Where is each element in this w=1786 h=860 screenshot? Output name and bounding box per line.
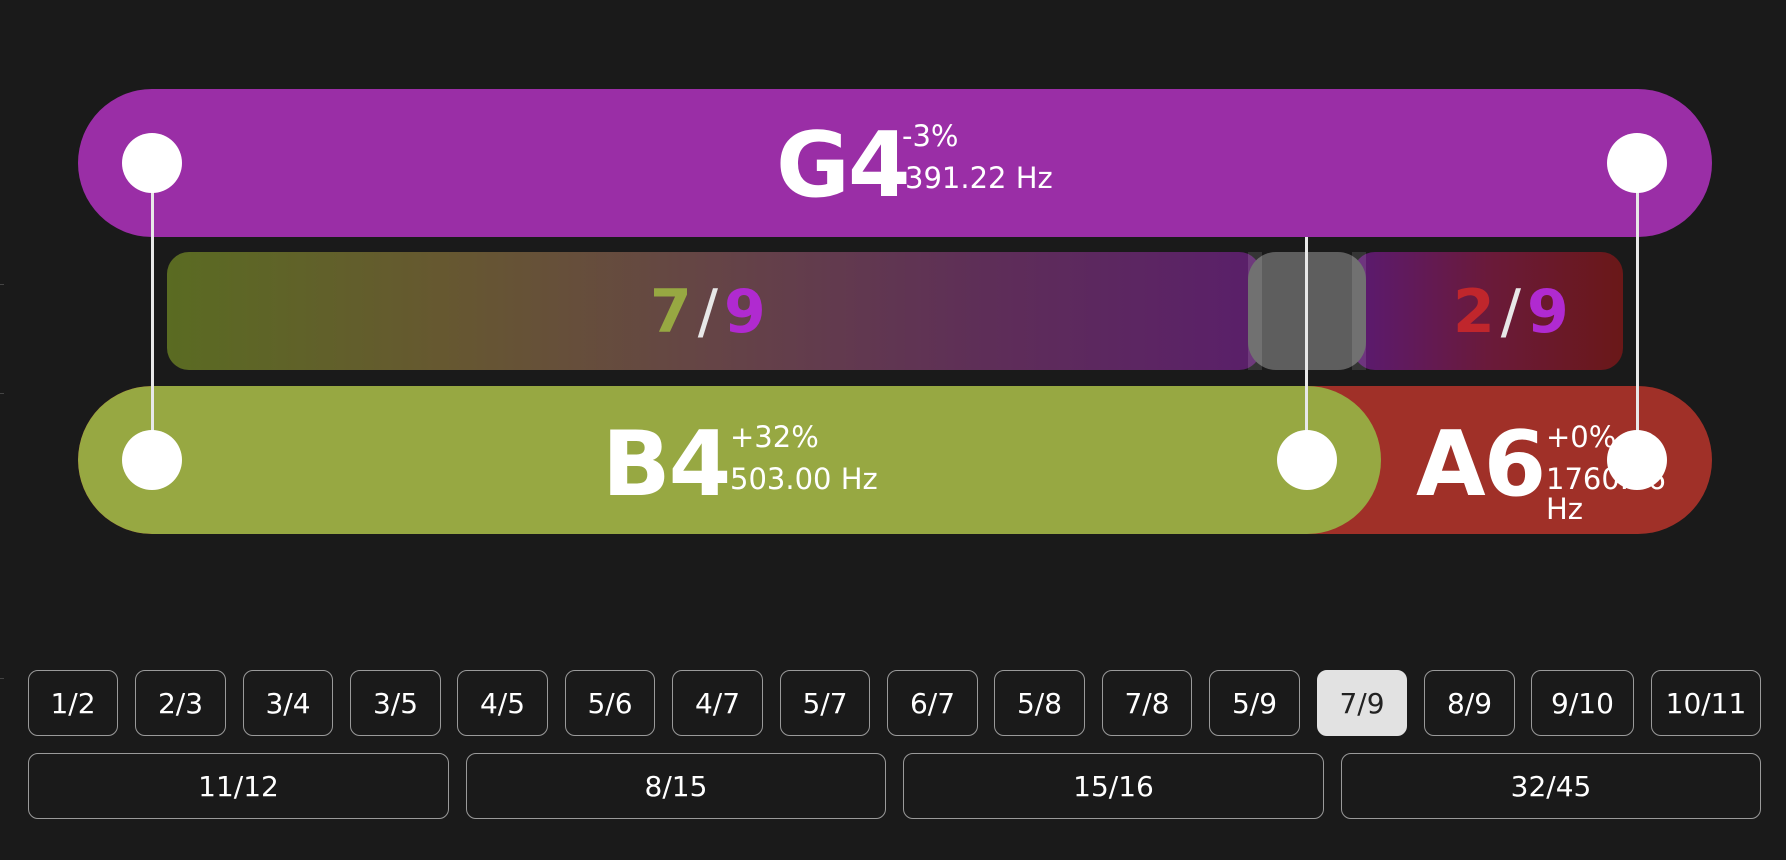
connector-line-middle [1305,237,1308,460]
ratio-button-5-6[interactable]: 5/6 [565,670,655,736]
ratio-button-32-45[interactable]: 32/45 [1341,753,1761,819]
top-right-handle[interactable] [1607,133,1667,193]
ratio-button-1-2[interactable]: 1/2 [28,670,118,736]
edge-tick [0,678,4,679]
b4-note-deviation: +32% [730,420,819,454]
edge-tick [0,393,4,394]
bottom-left-handle[interactable] [122,430,182,490]
ratio-label-right: 2/9 [1453,282,1569,342]
ratio-button-5-9[interactable]: 5/9 [1209,670,1300,736]
top-note-deviation: -3% [902,119,959,153]
top-note-frequency: 391.22 Hz [905,161,1053,195]
divider-edge [1352,252,1366,370]
ratio-button-15-16[interactable]: 15/16 [903,753,1324,819]
top-note-pill[interactable]: G4 -3% 391.22 Hz [78,89,1712,237]
connector-line-right [1636,163,1639,460]
connector-line-left [151,163,154,460]
ratio-button-3-4[interactable]: 3/4 [243,670,333,736]
a6-note-deviation: +0% [1546,420,1617,454]
ratio-denominator: 9 [723,277,766,347]
top-note-name: G4 [776,113,910,218]
ratio-button-8-15[interactable]: 8/15 [466,753,886,819]
ratio-button-10-11[interactable]: 10/11 [1651,670,1761,736]
ratio-button-6-7[interactable]: 6/7 [887,670,978,736]
divider-edge [1248,252,1262,370]
ratio-bar-left [167,252,1261,370]
ratio-button-7-9[interactable]: 7/9 [1317,670,1407,736]
ratio-button-5-7[interactable]: 5/7 [780,670,870,736]
ratio-denominator: 9 [1526,277,1569,347]
b4-note-segment[interactable] [78,386,1381,534]
ratio-slash: / [1500,277,1521,347]
bottom-right-handle[interactable] [1607,430,1667,490]
ratio-button-11-12[interactable]: 11/12 [28,753,449,819]
ratio-button-2-3[interactable]: 2/3 [135,670,226,736]
ratio-button-5-8[interactable]: 5/8 [994,670,1085,736]
a6-note-name: A6 [1416,412,1546,517]
ratio-slash: / [697,277,718,347]
ratio-numerator: 7 [650,277,692,347]
ratio-button-8-9[interactable]: 8/9 [1424,670,1515,736]
ratio-numerator: 2 [1453,277,1495,347]
b4-note-name: B4 [602,412,731,517]
b4-note-frequency: 503.00 Hz [730,462,878,496]
top-left-handle[interactable] [122,133,182,193]
ratio-button-4-7[interactable]: 4/7 [672,670,763,736]
ratio-button-4-5[interactable]: 4/5 [457,670,548,736]
ratio-button-7-8[interactable]: 7/8 [1102,670,1192,736]
bottom-note-pill[interactable]: B4 +32% 503.00 Hz A6 +0% 1760.46 Hz [78,386,1712,534]
edge-tick [0,284,4,285]
ratio-label-left: 7/9 [650,282,766,342]
ratio-button-3-5[interactable]: 3/5 [350,670,441,736]
ratio-bar-right [1353,252,1623,370]
ratio-button-9-10[interactable]: 9/10 [1531,670,1634,736]
bottom-middle-handle[interactable] [1277,430,1337,490]
